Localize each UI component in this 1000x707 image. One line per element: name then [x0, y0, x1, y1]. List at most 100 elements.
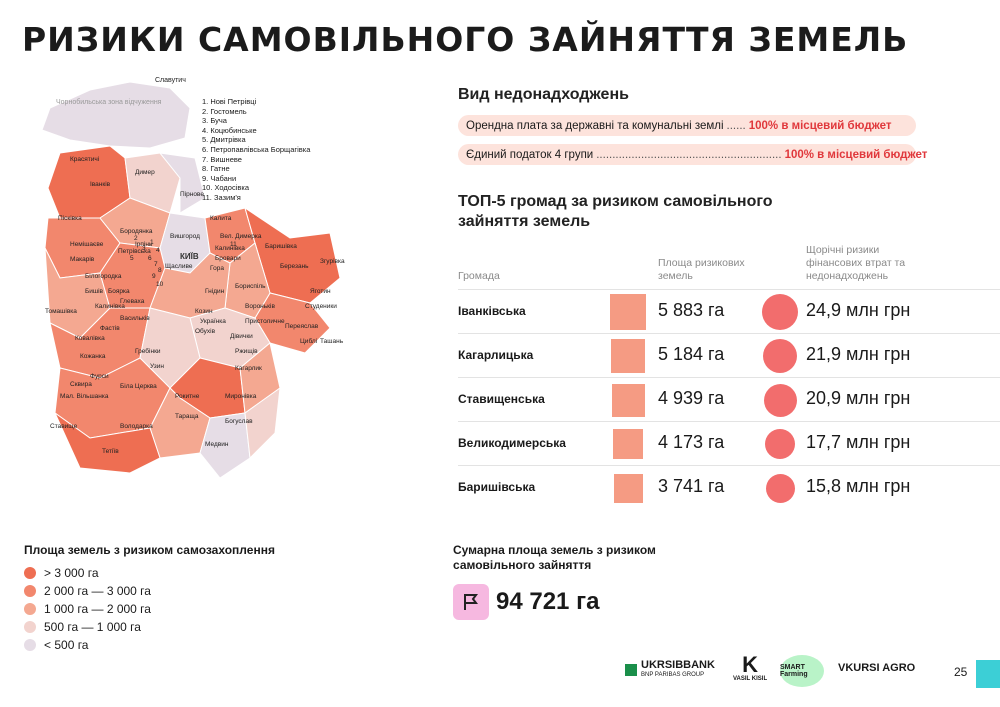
- area-square-mark: [613, 473, 643, 503]
- revenue-row-label: Орендна плата за державні та комунальні …: [466, 119, 724, 132]
- map-community-label: Кагарлик: [235, 365, 262, 372]
- legend-swatch: [24, 621, 36, 633]
- risk-circle-mark: [763, 339, 797, 373]
- map-community-label: Ковалівка: [75, 334, 105, 342]
- area-value: 3 741 га: [658, 476, 725, 496]
- map-community-label: Томашівка: [45, 307, 77, 315]
- legend-title: Площа земель з ризиком самозахоплення: [24, 543, 275, 557]
- map-community-label: Студеники: [305, 303, 337, 310]
- map-community-label: Ірпінь: [135, 240, 153, 248]
- map-community-label: Немішаєве: [70, 240, 104, 248]
- table-row: Великодимерська 4 173 га 17,7 млн грн: [458, 421, 1000, 466]
- column-header-community: Громада: [458, 270, 500, 282]
- map-community-label: Піскiвка: [58, 214, 82, 222]
- table-row: Ставищенська 4 939 га 20,9 млн грн: [458, 377, 1000, 422]
- map-number-marker: 11: [230, 241, 237, 248]
- map-community-label: Богуслав: [225, 418, 253, 425]
- area-square-mark: [613, 429, 643, 459]
- revenue-row: Орендна плата за державні та комунальні …: [458, 115, 916, 136]
- map-number-marker: 10: [156, 281, 164, 288]
- map-community-label: Димер: [135, 169, 155, 176]
- legend-label: > 3 000 га: [44, 566, 99, 580]
- area-square-mark: [610, 294, 646, 330]
- map-list-item: 5. Дмитрівка: [202, 135, 246, 145]
- map-list-item: 8. Гатне: [202, 164, 230, 174]
- map-number-marker: 3: [142, 245, 146, 252]
- flag-icon: [453, 584, 489, 620]
- map-community-label: Ржищів: [235, 347, 258, 355]
- map-community-label: Ставище: [50, 423, 78, 430]
- risk-value: 15,8 млн грн: [806, 476, 911, 496]
- risk-circle-mark: [763, 383, 797, 417]
- legend-swatch: [24, 585, 36, 597]
- legend-item: 1 000 га — 2 000 га: [24, 602, 151, 616]
- revenue-row: Єдиний податок 4 групи .................…: [458, 144, 927, 165]
- map-community-label: Узин: [150, 363, 164, 370]
- map-community-label: Калита: [210, 215, 232, 222]
- map-number-marker: 4: [156, 247, 160, 254]
- map-community-label: Циблі: [300, 337, 317, 345]
- map-community-label: Мал. Вільшанка: [60, 392, 109, 400]
- map-community-label: Обухів: [195, 327, 216, 335]
- map-community-label: Макарів: [70, 255, 95, 263]
- top5-heading-line1: ТОП-5 громад за ризиком самовільного: [458, 193, 773, 210]
- map-list-item: 7. Вишневе: [202, 154, 242, 164]
- map-list-item: 6. Петропавлівська Борщагівка: [202, 144, 311, 154]
- area-square-mark: [611, 383, 645, 417]
- community-name: Великодимерська: [458, 436, 566, 450]
- map-city-label: КИЇВ: [180, 252, 199, 261]
- risk-value: 24,9 млн грн: [806, 300, 911, 320]
- map-community-label: Вел. Димерка: [220, 233, 262, 240]
- legend-item: 500 га — 1 000 га: [24, 620, 141, 634]
- vasil-kisil-logo: K VASIL KISIL: [733, 652, 768, 683]
- map-community-label: Красятичі: [70, 155, 99, 163]
- legend-label: 500 га — 1 000 га: [44, 620, 141, 634]
- column-header-risk: Щорічні ризики фінансових втрат та недон…: [806, 244, 906, 282]
- map-number-marker: 1: [150, 239, 154, 246]
- ukrsibbank-logo: UKRSIBBANK BNP PARIBAS GROUP: [625, 660, 715, 680]
- legend-item: 2 000 га — 3 000 га: [24, 584, 151, 598]
- map-zone-label: Чорнобильська зона відчуження: [56, 98, 162, 106]
- page-number: 25: [954, 665, 968, 679]
- vkursi-agro-logo: VKURSI AGRO: [838, 662, 915, 674]
- map-numbered-list: 1. Нові Петрівці 2. Гостомель 3. Буча 4. Ко…: [202, 97, 310, 203]
- map-community-label: Володарка: [120, 423, 153, 430]
- corner-accent: [976, 660, 1000, 688]
- area-value: 4 939 га: [658, 388, 725, 408]
- logo-name: VASIL KISIL: [733, 676, 768, 682]
- map-list-item: 3. Буча: [202, 116, 227, 126]
- map-community-label: Петрівська: [118, 247, 151, 255]
- legend-item: > 3 000 га: [24, 566, 99, 580]
- map-community-label: Козин: [195, 308, 213, 315]
- map-number-marker: 6: [148, 255, 152, 262]
- map-community-label: Пристоличне: [245, 318, 285, 325]
- legend-item: < 500 га: [24, 638, 88, 652]
- revenue-row-value: 100% в місцевий бюджет: [748, 119, 892, 132]
- map-list-item: 10. Ходосівка: [202, 183, 249, 193]
- area-square-mark: [611, 339, 645, 373]
- map-community-label: Кожанка: [80, 353, 106, 360]
- map-community-label: Калинівка: [95, 302, 125, 310]
- table-row: Іванківська 5 883 га 24,9 млн грн: [458, 289, 1000, 334]
- page-title: РИЗИКИ САМОВІЛЬНОГО ЗАЙНЯТТЯ ЗЕМЕЛЬ: [22, 20, 909, 59]
- revenue-row-dots: ........................................…: [596, 148, 782, 161]
- community-name: Ставищенська: [458, 392, 545, 406]
- top5-heading: ТОП-5 громад за ризиком самовільного зай…: [458, 192, 773, 232]
- map-community-label: Баришівка: [265, 242, 297, 250]
- legend-label: 1 000 га — 2 000 га: [44, 602, 151, 616]
- map-community-label: Згурівка: [320, 257, 345, 265]
- map-community-label: Білогородка: [85, 272, 122, 280]
- map-community-label: Тараща: [175, 413, 199, 420]
- table-row: Кагарлицька 5 184 га 21,9 млн грн: [458, 333, 1000, 378]
- k-mark-icon: K: [742, 652, 758, 677]
- map-community-label: Бородянка: [120, 228, 153, 235]
- map-community-label: Бровари: [215, 255, 241, 262]
- map-community-label: Вишгород: [170, 233, 200, 240]
- map-number-marker: 5: [130, 255, 134, 262]
- map-community-label: Тетіїв: [102, 447, 119, 455]
- map-list-item: 4. Коцюбинське: [202, 125, 257, 135]
- map-community-label: Сквира: [70, 381, 92, 388]
- map-community-label: Яготин: [310, 288, 331, 295]
- map-community-label: Рокитне: [175, 393, 200, 400]
